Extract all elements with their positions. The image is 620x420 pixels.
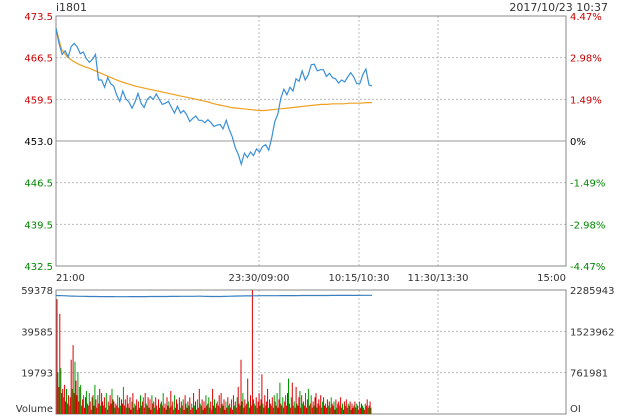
oi-tick-label: 2285943 [570, 286, 615, 297]
percent-tick-label: 1.49% [570, 95, 602, 106]
percent-tick-label: -2.98% [570, 220, 605, 231]
volume-tick-label: 39585 [21, 327, 53, 338]
time-tick-label: 10:15/10:30 [328, 273, 389, 284]
price-tick-label: 459.5 [24, 95, 53, 106]
oi-tick-label: OI [570, 404, 581, 415]
percent-tick-label: 0% [570, 137, 586, 148]
volume-tick-label: Volume [16, 404, 53, 415]
percent-tick-label: -1.49% [570, 179, 605, 190]
time-tick-label: 11:30/13:30 [407, 273, 468, 284]
open-interest-series [55, 294, 372, 298]
average-series [55, 28, 372, 112]
price-line [55, 28, 373, 167]
time-tick-label: 21:00 [56, 273, 85, 284]
percent-tick-label: -4.47% [570, 262, 605, 273]
price-tick-label: 432.5 [24, 262, 53, 273]
oi-tick-label: 761981 [570, 369, 608, 380]
time-tick-label: 15:00 [537, 273, 566, 284]
time-tick-label: 23:30/09:00 [228, 273, 289, 284]
price-tick-label: 466.5 [24, 54, 53, 65]
average-price-line [55, 28, 372, 112]
volume-tick-label: 59378 [21, 286, 53, 297]
volume-bars [56, 290, 372, 414]
price-tick-label: 439.5 [24, 220, 53, 231]
volume-tick-label: 19793 [21, 369, 53, 380]
axis-labels: 473.5 4.47% 466.5 2.98% 459.5 1.49% 453.0 0% 446… [16, 12, 615, 415]
price-tick-label: 473.5 [24, 12, 53, 23]
chart-frame [55, 15, 567, 415]
price-tick-label: 446.5 [24, 179, 53, 190]
timestamp: 2017/10/23 10:37 [509, 1, 608, 14]
grid [56, 16, 566, 414]
instrument-code: i1801 [56, 1, 88, 14]
price-tick-label: 453.0 [24, 137, 53, 148]
percent-tick-label: 4.47% [570, 12, 602, 23]
open-interest-line [55, 294, 372, 298]
percent-tick-label: 2.98% [570, 54, 602, 65]
price-series [55, 28, 373, 167]
oi-tick-label: 1523962 [570, 327, 615, 338]
price-panel-frame [55, 15, 567, 267]
